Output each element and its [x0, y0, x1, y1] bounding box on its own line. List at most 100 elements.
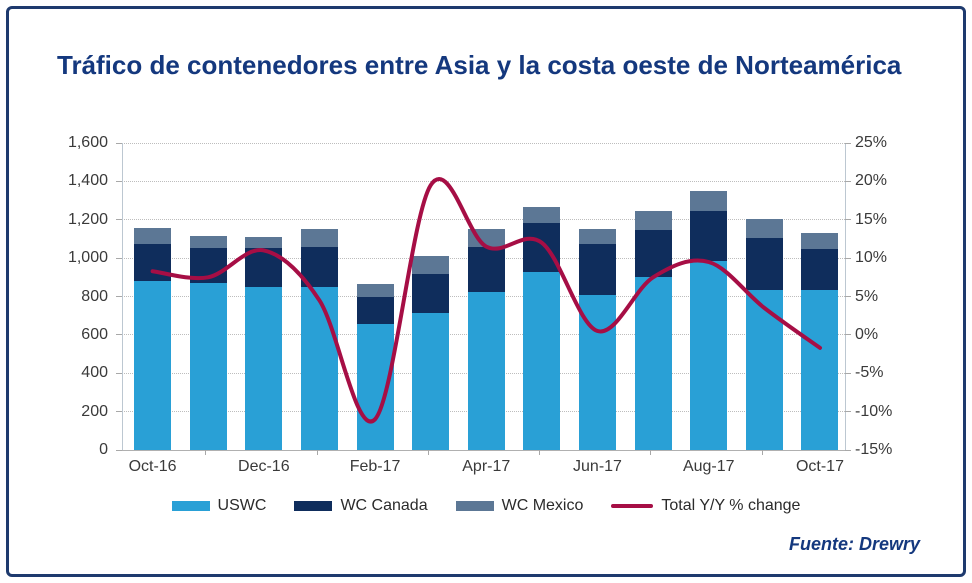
y-axis-tick [116, 449, 122, 451]
right-axis-tick [845, 449, 851, 451]
x-axis-tick [539, 450, 541, 455]
y-axis-label: 1,000 [67, 249, 108, 267]
x-axis-tick [205, 450, 207, 455]
x-axis-label: Aug-17 [682, 458, 735, 475]
y-axis-label: 1,600 [67, 134, 108, 151]
bar-segment-wc-canada [745, 237, 783, 290]
x-axis-label: Oct-17 [795, 458, 844, 475]
legend-label-wc-canada: WC Canada [340, 497, 428, 514]
legend-item-uswc: USWC [171, 497, 267, 515]
source-note: Fuente: Drewry [788, 534, 920, 554]
bar-segment-wc-mexico [745, 218, 783, 238]
right-axis-tick [845, 372, 851, 374]
x-axis-tick [761, 450, 763, 455]
bar-segment-wc-mexico [801, 233, 839, 249]
legend-item-wc-mexico: WC Mexico [455, 497, 584, 515]
right-axis-tick [845, 411, 851, 413]
bar-segment-wc-canada [412, 273, 450, 313]
legend-label-wc-mexico: WC Mexico [501, 497, 584, 514]
right-axis-tick [845, 142, 851, 144]
right-axis-label: -10% [855, 402, 893, 420]
right-axis-tick [845, 219, 851, 221]
legend-swatch-wc-mexico [455, 501, 494, 511]
y-axis-tick [116, 257, 122, 259]
bar-segment-uswc [467, 292, 505, 450]
legend-label-uswc: USWC [217, 497, 267, 514]
right-axis-tick [845, 180, 851, 182]
y-axis-tick [116, 411, 122, 413]
bar-segment-uswc [523, 272, 561, 450]
bar-segment-uswc [412, 312, 450, 450]
legend-swatch-total-y-y-change [611, 504, 654, 508]
y-axis-label: 0 [99, 441, 108, 458]
axis-baseline [122, 450, 845, 451]
bar-segment-wc-mexico [300, 228, 338, 248]
y-axis-tick [116, 334, 122, 336]
right-axis-label: -5% [855, 364, 884, 382]
legend-item-total-y-y-change: Total Y/Y % change [611, 497, 800, 515]
legend-item-wc-canada: WC Canada [294, 497, 428, 515]
right-axis-label: 0% [855, 325, 879, 343]
y-axis-tick [116, 296, 122, 297]
bar-segment-wc-canada [801, 248, 839, 290]
right-axis-label: 15% [855, 210, 888, 228]
bar-segment-wc-mexico [356, 283, 394, 298]
bar-segment-uswc [245, 287, 283, 450]
x-axis-tick [650, 450, 652, 455]
right-axis-label: 20% [855, 172, 888, 190]
bar-segment-wc-mexico [690, 191, 728, 211]
y-axis-tick [116, 372, 122, 374]
bar-segment-wc-canada [467, 246, 505, 293]
right-axis-tick [845, 257, 851, 259]
axis-line-left [122, 143, 123, 450]
bar-segment-wc-canada [690, 210, 728, 262]
bar-segment-uswc [300, 287, 338, 450]
y-axis-tick [116, 219, 122, 221]
y-axis-label: 200 [81, 402, 108, 420]
y-axis-label: 1,200 [67, 210, 108, 228]
x-axis-label: Feb-17 [349, 458, 401, 475]
y-axis-label: 1,400 [67, 172, 108, 190]
x-axis-label: Oct-16 [128, 458, 177, 475]
right-axis-label: 5% [855, 287, 879, 305]
bar-segment-uswc [189, 283, 227, 450]
x-axis-label: Jun-17 [573, 458, 622, 475]
chart-legend: USWC WC Canada WC Mexico Total Y/Y % change [0, 497, 972, 515]
y-axis-label: 800 [81, 287, 108, 305]
x-axis-label: Apr-17 [462, 458, 511, 475]
bar-segment-uswc [690, 261, 728, 450]
right-axis-label: 10% [855, 249, 888, 267]
gridline [122, 180, 845, 182]
x-axis-tick [316, 450, 318, 455]
bar-segment-wc-canada [523, 223, 561, 273]
y-axis-tick [116, 180, 122, 182]
legend-label-total-y-y-change: Total Y/Y % change [661, 497, 801, 514]
x-axis-label: Dec-16 [238, 458, 290, 475]
chart-title: Tráfico de contenedores entre Asia y la … [57, 50, 902, 80]
bar-segment-uswc [801, 289, 839, 450]
bar-segment-wc-mexico [579, 228, 616, 245]
bar-segment-wc-mexico [412, 256, 450, 274]
legend-swatch-wc-canada [294, 501, 333, 511]
right-axis-label: -15% [855, 441, 893, 458]
y-axis-label: 400 [81, 364, 108, 382]
gridline [122, 219, 845, 221]
y-axis-label: 600 [81, 325, 108, 343]
bar-segment-wc-mexico [189, 235, 227, 249]
bar-segment-wc-mexico [134, 228, 172, 244]
bar-segment-wc-mexico [523, 207, 561, 224]
right-axis-label: 25% [855, 134, 888, 151]
gridline [122, 142, 845, 144]
y-axis-tick [116, 142, 122, 144]
bar-segment-wc-canada [579, 244, 616, 295]
trend-line [150, 177, 822, 424]
right-axis-tick [845, 334, 851, 336]
bar-segment-wc-mexico [245, 236, 283, 249]
right-axis-tick [845, 296, 851, 297]
x-axis-tick [427, 450, 429, 455]
legend-swatch-uswc [171, 501, 210, 511]
trend-line-svg [150, 177, 822, 424]
bar-segment-uswc [634, 276, 672, 450]
